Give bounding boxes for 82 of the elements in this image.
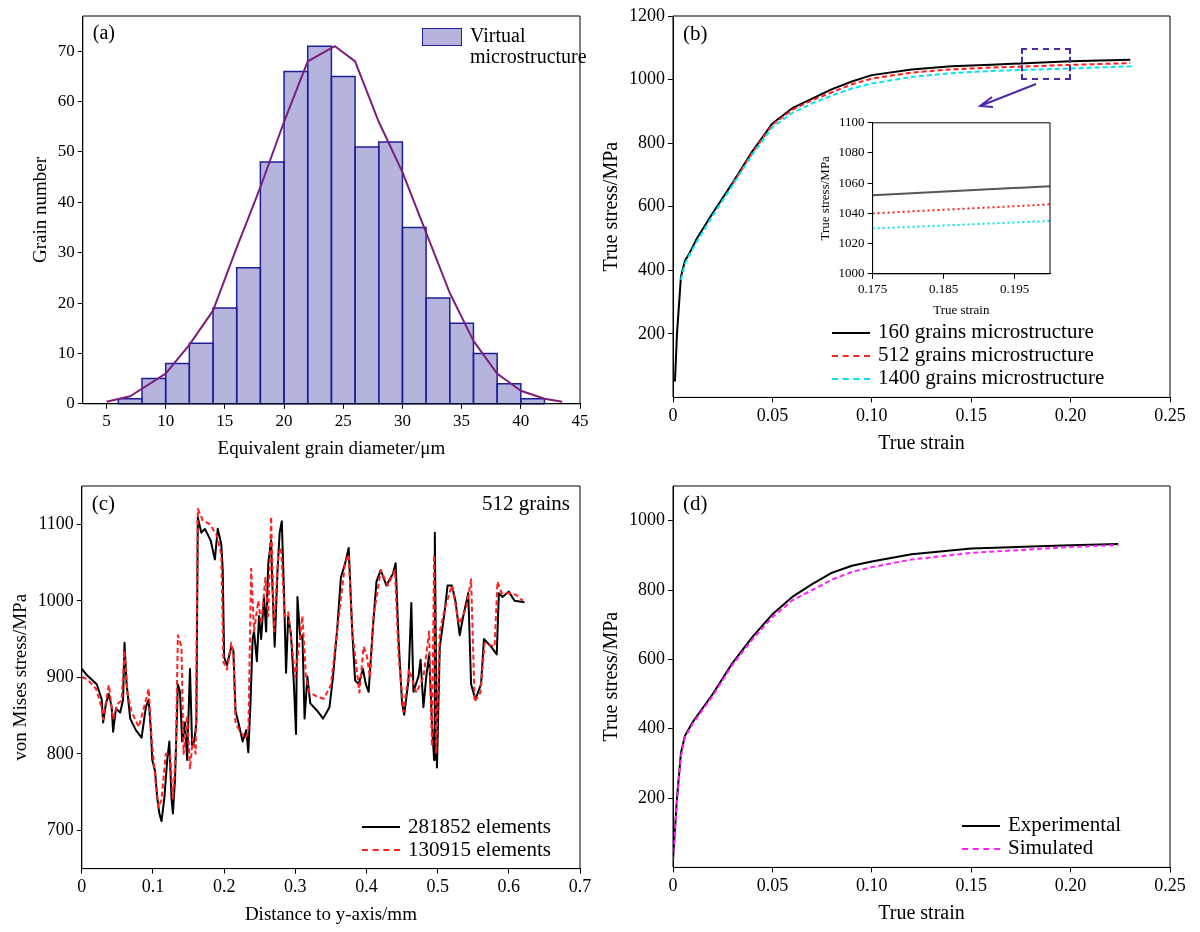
x-tick-label: 35 (453, 411, 471, 431)
legend-label: Virtual microstructure (470, 24, 587, 67)
y-tick-label: 600 (638, 195, 665, 216)
y-tick-label: 1000 (37, 589, 74, 610)
x-tick-label: 0.15 (955, 404, 987, 425)
x-tick-label: 0.10 (856, 404, 888, 425)
x-tick-label: 25 (334, 411, 352, 431)
legend-label: 281852 elements (408, 813, 551, 838)
x-tick-label: 0.4 (355, 876, 378, 897)
y-tick-label: 200 (638, 322, 665, 343)
x-tick-label: 0.05 (756, 404, 789, 425)
x-tick-label: 0 (668, 404, 678, 425)
y-axis-title: True stress/MPa (599, 611, 622, 742)
chart-title: (c) (91, 491, 116, 516)
x-axis-title: True strain (878, 431, 965, 454)
y-tick-label: 40 (57, 191, 75, 211)
x-tick-label: 0.1 (141, 876, 165, 897)
x-axis-title: Equivalent grain diameter/μm (217, 436, 446, 458)
y-tick-label: 1080 (838, 144, 865, 160)
legend-label: 1400 grains microstructure (878, 365, 1105, 390)
y-tick-label: 50 (57, 141, 75, 161)
x-tick-label: 40 (512, 411, 530, 431)
x-axis-title: True strain (878, 901, 965, 924)
legend-label: Experimental (1008, 812, 1122, 837)
x-tick-label: 5 (102, 411, 111, 431)
x-tick-label: 0.15 (955, 874, 987, 895)
x-tick-label: 15 (216, 411, 234, 431)
y-tick-label: 1000 (629, 509, 665, 530)
x-tick-label: 0.3 (284, 876, 307, 897)
y-tick-label: 200 (638, 786, 665, 807)
x-tick-label: 0.20 (1054, 874, 1087, 895)
y-axis-title: True stress/MPa (817, 155, 833, 241)
y-tick-label: 1100 (38, 512, 74, 533)
x-tick-label: 0.7 (568, 876, 592, 897)
x-tick-label: 10 (157, 411, 175, 431)
y-tick-label: 1060 (838, 174, 865, 190)
x-tick-label: 0.175 (857, 281, 888, 297)
x-tick-label: 30 (393, 411, 411, 431)
y-tick-label: 70 (57, 40, 75, 60)
y-tick-label: 400 (638, 717, 665, 738)
x-axis-title: True strain (933, 301, 990, 317)
y-tick-label: 1000 (838, 265, 865, 281)
y-axis-title: von Mises stress/MPa (9, 593, 31, 761)
x-tick-label: 20 (275, 411, 293, 431)
x-tick-label: 0.05 (756, 874, 789, 895)
y-tick-label: 1000 (629, 68, 665, 89)
y-tick-label: 10 (57, 342, 75, 362)
legend-label: 130915 elements (408, 836, 551, 861)
y-tick-label: 1100 (839, 114, 865, 130)
x-tick-label: 0.6 (497, 876, 521, 897)
x-tick-label: 45 (571, 411, 589, 431)
y-tick-label: 60 (57, 91, 75, 111)
x-tick-label: 0.25 (1154, 874, 1186, 895)
y-tick-label: 700 (46, 819, 74, 840)
x-tick-label: 0.10 (856, 874, 888, 895)
x-tick-label: 0 (668, 874, 678, 895)
y-tick-label: 600 (638, 648, 665, 669)
annotation: 512 grains (481, 491, 570, 516)
chart-title: (b) (683, 21, 708, 46)
legend-label: 160 grains microstructure (878, 319, 1094, 344)
legend-label: Simulated (1008, 835, 1094, 860)
y-tick-label: 1020 (838, 235, 865, 251)
chart-title: (a) (92, 21, 115, 45)
y-tick-label: 800 (638, 578, 665, 599)
y-tick-label: 800 (46, 742, 74, 763)
x-tick-label: 0.195 (999, 281, 1030, 297)
x-tick-label: 0.5 (426, 876, 449, 897)
x-tick-label: 0.20 (1054, 404, 1087, 425)
y-tick-label: 400 (638, 259, 665, 279)
chart-title: (d) (683, 491, 708, 516)
y-axis-title: Grain number (29, 156, 51, 263)
x-axis-title: Distance to y-axis/mm (244, 902, 418, 924)
y-tick-label: 30 (57, 242, 75, 262)
y-tick-label: 900 (46, 666, 74, 687)
x-tick-label: 0.185 (928, 281, 959, 297)
legend-label: 512 grains microstructure (878, 342, 1094, 367)
y-axis-title: True stress/MPa (599, 141, 622, 272)
x-tick-label: 0.25 (1154, 404, 1186, 425)
y-tick-label: 1200 (629, 4, 665, 25)
y-tick-label: 1040 (838, 204, 865, 220)
x-tick-label: 0.2 (212, 876, 236, 897)
y-tick-label: 800 (638, 131, 665, 152)
